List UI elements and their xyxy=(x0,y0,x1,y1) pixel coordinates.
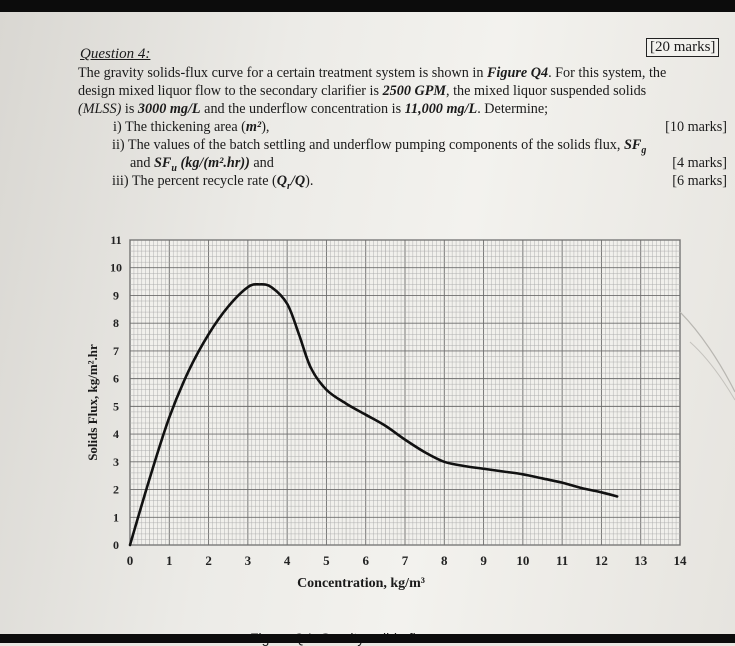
part-iii-text: iii) The percent recycle rate (Qr/Q). xyxy=(112,173,314,192)
x-tick-label: 7 xyxy=(402,553,409,568)
y-tick-label: 3 xyxy=(113,455,119,469)
y-tick-label: 0 xyxy=(113,538,119,552)
x-tick-label: 9 xyxy=(480,553,487,568)
x-tick-label: 1 xyxy=(166,553,173,568)
intro-line-3: (MLSS) is 3000 mg/L and the underflow co… xyxy=(78,101,549,117)
part-ii-marks: [4 marks] xyxy=(672,155,727,171)
x-axis-label: Concentration, kg/m³ xyxy=(297,576,425,591)
y-tick-label: 9 xyxy=(113,288,119,302)
part-ii-text: ii) The values of the batch settling and… xyxy=(112,137,647,156)
x-tick-label: 6 xyxy=(362,553,369,568)
y-tick-label: 10 xyxy=(110,261,122,275)
intro-line-2: design mixed liquor flow to the secondar… xyxy=(78,83,647,99)
top-border xyxy=(0,0,735,12)
y-tick-label: 1 xyxy=(113,510,119,524)
part-i-marks: [10 marks] xyxy=(665,119,727,135)
part-i-text: i) The thickening area (m²), xyxy=(113,119,270,135)
x-tick-label: 10 xyxy=(516,553,529,568)
intro-line-1: The gravity solids-flux curve for a cert… xyxy=(78,65,667,81)
x-tick-label: 12 xyxy=(595,553,608,568)
y-axis-label: Solids Flux, kg/m².hr xyxy=(85,344,100,461)
y-tick-label: 4 xyxy=(113,427,119,441)
y-tick-label: 8 xyxy=(113,316,119,330)
part-ii-continued-text: and SFu (kg/(m².hr)) and xyxy=(130,155,274,174)
x-tick-label: 14 xyxy=(674,553,688,568)
x-tick-label: 4 xyxy=(284,553,291,568)
solids-flux-chart: 0 1 2 3 4 5 6 7 8 9 10 11 12 13 14 0 1 2 3 4 5 6 7 8 9 10 11 Concen… xyxy=(75,222,695,612)
bottom-border xyxy=(0,634,735,643)
total-marks-badge: [20 marks] xyxy=(646,38,720,57)
x-tick-label: 5 xyxy=(323,553,330,568)
x-tick-label: 11 xyxy=(556,553,568,568)
solids-flux-curve xyxy=(128,282,619,547)
part-iii-marks: [6 marks] xyxy=(672,173,727,189)
question-label: Question 4: xyxy=(80,46,151,62)
document-page: Question 4: [20 marks] The gravity solid… xyxy=(0,12,735,646)
x-tick-label: 13 xyxy=(634,553,648,568)
x-tick-label: 8 xyxy=(441,553,448,568)
background-decoration xyxy=(680,312,735,401)
y-tick-label: 2 xyxy=(113,483,119,497)
chart-svg: 0 1 2 3 4 5 6 7 8 9 10 11 12 13 1401234567891011Concen… xyxy=(85,233,688,591)
y-tick-label: 6 xyxy=(113,372,119,386)
x-tick-label: 2 xyxy=(205,553,212,568)
y-tick-label: 7 xyxy=(113,344,119,358)
y-tick-label: 11 xyxy=(110,233,121,247)
x-tick-label: 0 xyxy=(127,553,134,568)
x-tick-label: 3 xyxy=(245,553,252,568)
y-tick-label: 5 xyxy=(113,399,119,413)
